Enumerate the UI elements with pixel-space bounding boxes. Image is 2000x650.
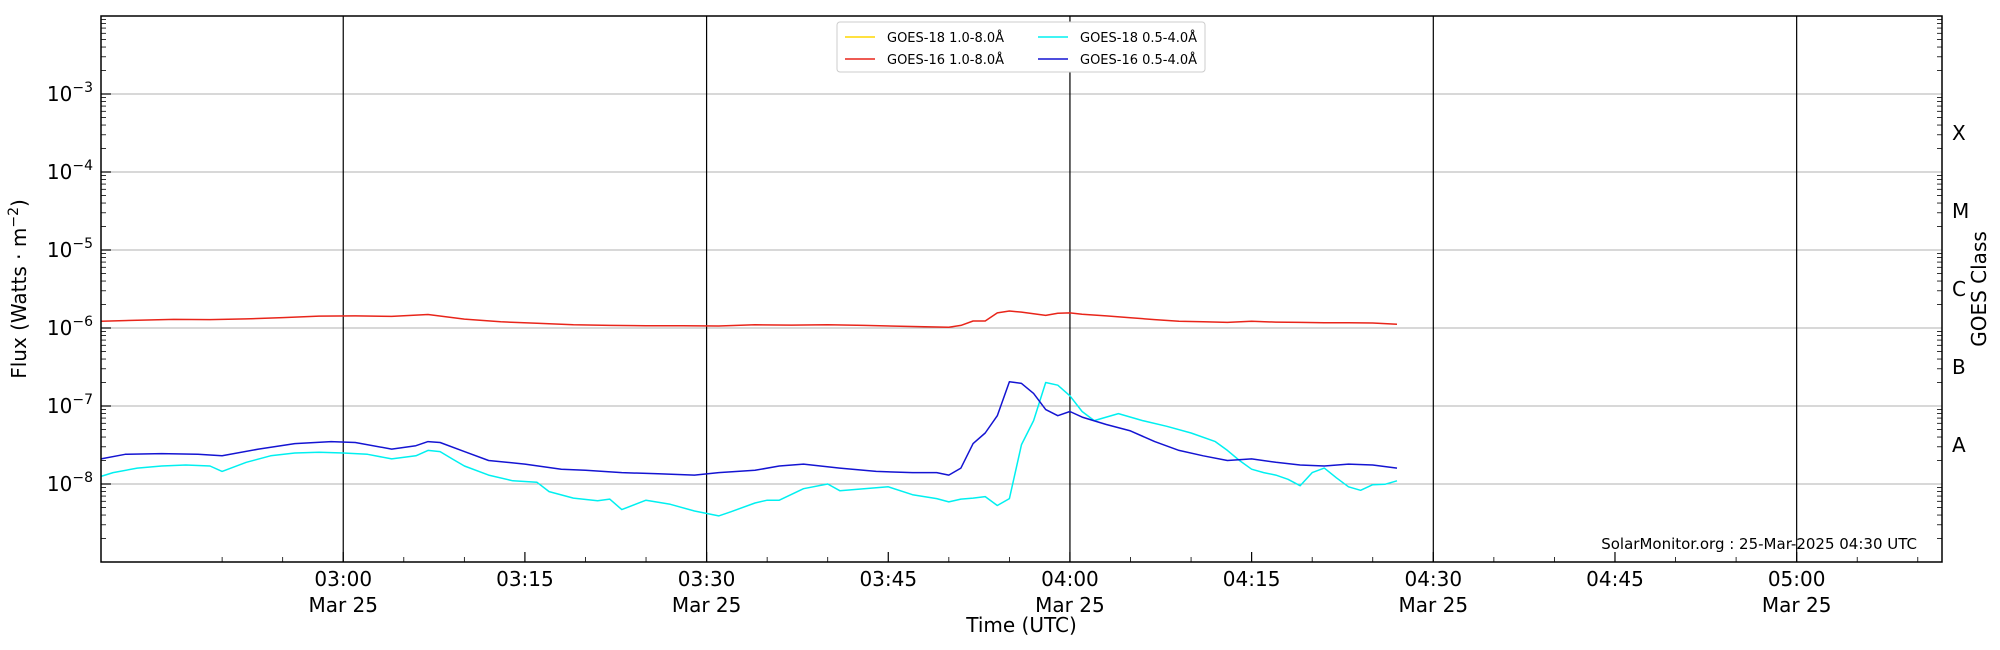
legend-label: GOES-16 0.5-4.0Å [1080,52,1197,68]
y-axis-right-title: GOES Class [1967,231,1991,347]
goes-class-label: C [1952,277,1966,301]
credit-text: SolarMonitor.org : 25-Mar-2025 04:30 UTC [1601,535,1917,553]
legend: GOES-18 1.0-8.0Å GOES-16 1.0-8.0Å GOES-18 … [836,21,1206,73]
x-tick-label: 04:45 [1586,567,1644,591]
goes-class-label: A [1952,433,1966,457]
series-line-2 [100,381,1398,517]
legend-label: GOES-18 1.0-8.0Å [887,30,1004,46]
y-tick-label: 10−4 [47,158,93,184]
x-tick-label: 03:00 [314,567,372,591]
x-tick-date-label: Mar 25 [308,593,378,617]
series-line-1 [100,310,1398,329]
series-layer [100,310,1398,517]
legend-items: GOES-18 1.0-8.0Å GOES-16 1.0-8.0Å GOES-18 … [845,30,1197,68]
x-axis-title: Time (UTC) [965,613,1077,637]
plot-frame [100,15,1943,563]
x-tick-date-label: Mar 25 [1035,593,1105,617]
x-tick-label: 04:15 [1223,567,1281,591]
x-tick-label: 03:30 [678,567,736,591]
x-tick-label: 04:30 [1404,567,1462,591]
x-tick-date-label: Mar 25 [672,593,742,617]
y-tick-label: 10−3 [47,80,93,106]
x-tick-date-label: Mar 25 [1399,593,1469,617]
legend-label: GOES-16 1.0-8.0Å [887,52,1004,68]
legend-label: GOES-18 0.5-4.0Å [1080,30,1197,46]
y-tick-label: 10−8 [47,470,93,496]
goes-class-label: X [1952,121,1966,145]
y-tick-label: 10−6 [47,314,93,340]
y-tick-label: 10−7 [47,392,93,418]
x-tick-label: 03:15 [496,567,554,591]
x-tick-label: 03:45 [859,567,917,591]
goes-class-label: B [1952,355,1966,379]
x-tick-date-label: Mar 25 [1762,593,1832,617]
x-tick-label: 04:00 [1041,567,1099,591]
y-tick-label: 10−5 [47,236,93,262]
legend-box [836,21,1206,73]
grid-layer [101,16,1942,562]
y-axis-title: Flux (Watts · m−2) [6,199,31,379]
goes-class-label: M [1952,199,1969,223]
series-line-3 [100,380,1398,476]
x-tick-label: 05:00 [1768,567,1826,591]
goes-class-labels: A B C M X [1952,121,1969,457]
